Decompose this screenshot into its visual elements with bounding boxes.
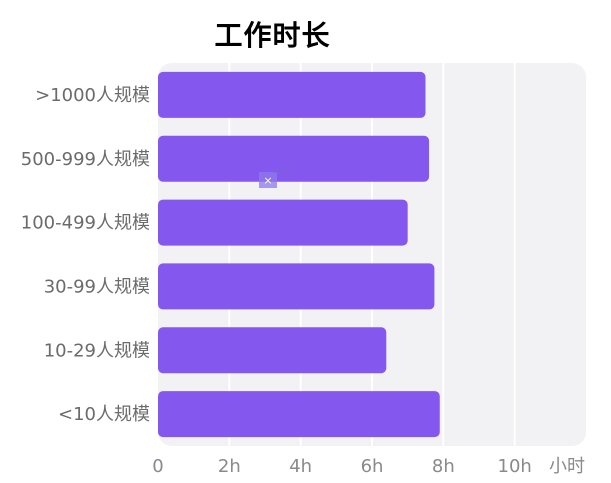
close-button-tab	[273, 169, 291, 173]
close-button[interactable]: ×	[259, 169, 291, 188]
category-label: 30-99人规模	[44, 276, 150, 297]
bars	[158, 71, 440, 438]
close-icon: ×	[263, 174, 272, 187]
bar	[158, 135, 430, 182]
x-tick-label: 0	[152, 456, 163, 477]
x-tick-label: 4h	[289, 456, 312, 477]
x-tick-label: 10h	[498, 456, 532, 477]
bar	[158, 71, 426, 118]
category-label: 10-29人规模	[44, 340, 150, 361]
bar	[158, 263, 435, 310]
x-tick-label: 8h	[432, 456, 455, 477]
category-label: <10人规模	[58, 404, 150, 425]
bar	[158, 391, 440, 438]
x-tick-label: 2h	[218, 456, 241, 477]
gridlines	[228, 63, 516, 446]
x-axis-ticks: 0 2h 4h 6h 8h 10h	[152, 456, 532, 477]
chart-title: 工作时长	[214, 19, 331, 52]
bar	[158, 199, 408, 246]
category-label: 100-499人规模	[21, 213, 150, 234]
category-label: 500-999人规模	[21, 149, 150, 170]
x-axis-unit-label: 小时	[549, 456, 585, 477]
bar	[158, 327, 387, 374]
category-labels: >1000人规模 500-999人规模 100-499人规模 30-99人规模 10-2…	[21, 85, 150, 425]
close-button-bg	[259, 172, 277, 188]
category-label: >1000人规模	[35, 85, 150, 106]
x-tick-label: 6h	[361, 456, 384, 477]
